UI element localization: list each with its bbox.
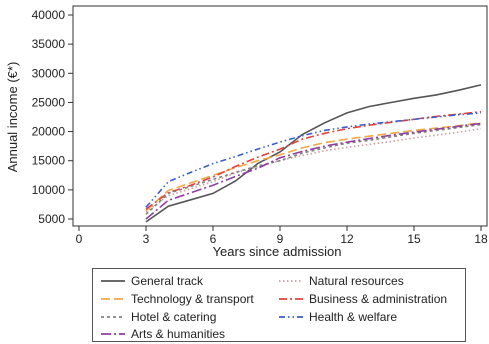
line-chart: 500010000150002000025000300003500040000 … <box>5 5 488 259</box>
x-tick-label: 3 <box>143 232 150 246</box>
legend: General track Natural resources Technology… <box>92 268 466 342</box>
series-line <box>145 112 482 208</box>
legend-label: Technology & transport <box>131 292 254 306</box>
legend-swatch <box>279 316 303 318</box>
legend-swatch <box>101 280 125 282</box>
series-line <box>145 123 482 215</box>
y-tick-label: 5000 <box>38 212 65 226</box>
legend-label: Health & welfare <box>309 310 398 324</box>
legend-item: Arts & humanities <box>101 325 225 343</box>
series-line <box>145 127 482 213</box>
legend-label: Business & administration <box>309 292 448 306</box>
legend-label: Arts & humanities <box>131 327 226 341</box>
x-axis: 0 3 6 9 12 15 18 <box>76 226 488 246</box>
legend-item: Business & administration <box>279 290 447 308</box>
y-tick-label: 15000 <box>32 154 66 168</box>
legend-swatch <box>279 280 303 282</box>
legend-label: Hotel & catering <box>131 310 217 324</box>
legend-swatch <box>279 298 303 300</box>
x-axis-label: Years since admission <box>213 244 342 259</box>
x-tick-label: 15 <box>407 232 421 246</box>
x-tick-label: 6 <box>210 232 217 246</box>
y-tick-label: 35000 <box>32 37 66 51</box>
series-line <box>145 111 482 210</box>
y-tick-label: 30000 <box>32 66 66 80</box>
series-line <box>145 84 482 223</box>
y-tick-label: 20000 <box>32 125 66 139</box>
legend-swatch <box>101 333 125 335</box>
plot-area <box>72 5 488 227</box>
legend-swatch <box>101 316 125 318</box>
legend-item: Hotel & catering <box>101 308 216 326</box>
series-line <box>145 122 482 212</box>
x-tick-label: 0 <box>76 232 83 246</box>
legend-item: Health & welfare <box>279 308 397 326</box>
legend-item: Natural resources <box>279 272 404 290</box>
legend-item: General track <box>101 272 203 290</box>
series-line <box>145 122 482 220</box>
y-axis-label: Annual income (€*) <box>5 62 20 173</box>
series-lines <box>145 84 482 223</box>
y-axis: 5000 10000 15000 20000 25000 30000 35000 40000 <box>32 8 73 226</box>
x-tick-label: 12 <box>340 232 354 246</box>
y-tick-label: 25000 <box>32 95 66 109</box>
x-tick-label: 18 <box>474 232 488 246</box>
legend-swatch <box>101 298 125 300</box>
legend-item: Technology & transport <box>101 290 254 308</box>
legend-label: General track <box>131 274 204 288</box>
x-tick-label: 9 <box>277 232 284 246</box>
y-tick-label: 40000 <box>32 8 66 22</box>
legend-label: Natural resources <box>309 274 404 288</box>
y-tick-label: 10000 <box>32 183 66 197</box>
